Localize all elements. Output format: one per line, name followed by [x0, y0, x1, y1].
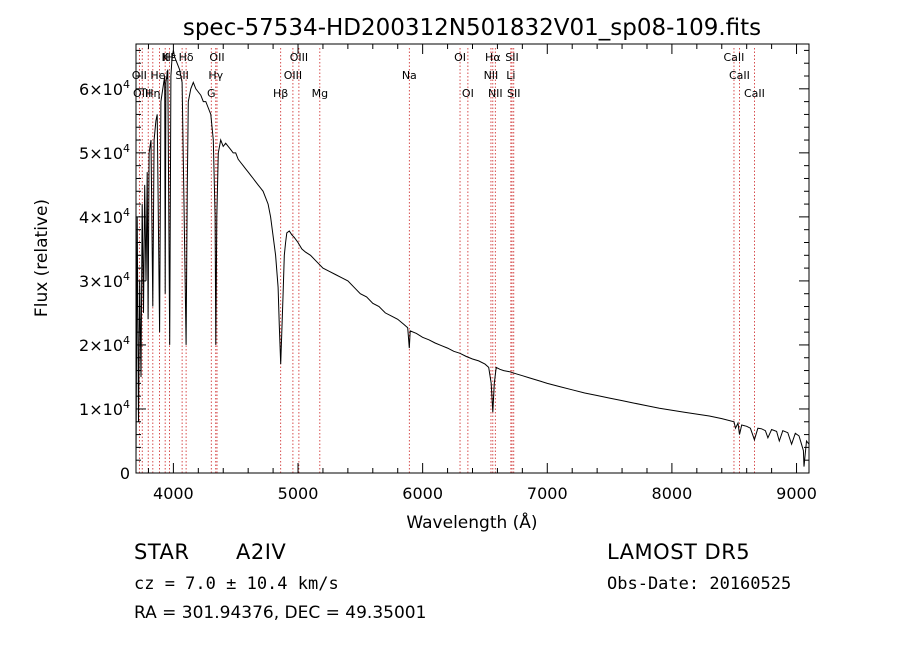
y-tick-label: 6×104 [79, 78, 130, 99]
y-tick-label: 4×104 [79, 206, 130, 227]
y-axis: 0 1×104 2×104 3×104 4×104 5×104 6×104 [79, 49, 809, 483]
line-annotation-label: Hδ [179, 51, 194, 64]
spectral-subclass: A2IV [236, 540, 287, 564]
line-annotation-label: SII [507, 87, 520, 100]
sky-coordinates: RA = 301.94376, DEC = 49.35001 [134, 603, 427, 623]
line-annotation-label: OI [462, 87, 474, 100]
line-annotation-label: Na [402, 69, 417, 82]
line-annotation-label: Mg [312, 87, 328, 100]
line-annotation-label: OIII [133, 87, 151, 100]
line-annotation-label: K [162, 51, 170, 64]
line-annotation-label: Hγ [208, 69, 223, 82]
line-annotation-label: OIII [284, 69, 302, 82]
line-annotation-label: SII [175, 69, 188, 82]
line-annotation-label: CaII [744, 87, 765, 100]
chart-title: spec-57534-HD200312N501832V01_sp08-109.f… [183, 15, 761, 41]
y-tick-label: 5×104 [79, 142, 130, 163]
line-annotation-label: Hη [145, 87, 160, 100]
line-annotation-label: NII [484, 69, 499, 82]
spectrum-series-line [135, 50, 810, 467]
y-axis-label: Flux (relative) [32, 199, 52, 317]
obs-date: Obs-Date: 20160525 [607, 574, 792, 594]
line-annotation-label: Li [506, 69, 515, 82]
x-tick-label: 8000 [652, 484, 693, 503]
line-annotation-label: CaII [729, 69, 750, 82]
line-annotation-label: CaII [724, 51, 745, 64]
x-tick-label: 5000 [278, 484, 319, 503]
x-axis: 4000 5000 6000 7000 8000 9000 [147, 44, 817, 503]
line-annotation-label: OII [132, 69, 147, 82]
y-tick-label: 1×104 [79, 398, 130, 419]
y-tick-label: 3×104 [79, 270, 130, 291]
y-tick-label: 0 [120, 464, 130, 483]
line-annotation-label: Hε [163, 51, 177, 64]
line-annotation-label: H [165, 51, 173, 64]
line-markers [138, 48, 755, 473]
x-tick-label: 6000 [402, 484, 443, 503]
line-annotation-label: NII [488, 87, 503, 100]
line-annotation-label: G [207, 87, 216, 100]
line-annotation-label: Hα [485, 51, 501, 64]
line-annotation-label: SII [505, 51, 518, 64]
x-tick-label: 4000 [153, 484, 194, 503]
x-tick-label: 7000 [527, 484, 568, 503]
survey-name: LAMOST DR5 [607, 540, 751, 564]
line-annotation-label: OI [454, 51, 466, 64]
line-annotation-label: OIII [290, 51, 308, 64]
x-axis-label: Wavelength (Å) [406, 511, 537, 533]
object-class: STAR [134, 540, 190, 564]
y-tick-label: 2×104 [79, 334, 130, 355]
line-annotation-label: Hβ [273, 87, 288, 100]
x-tick-label: 9000 [776, 484, 817, 503]
redshift-value: cz = 7.0 ± 10.4 km/s [134, 574, 339, 594]
line-annotation-label: OII [209, 51, 224, 64]
plot-frame [135, 43, 810, 474]
